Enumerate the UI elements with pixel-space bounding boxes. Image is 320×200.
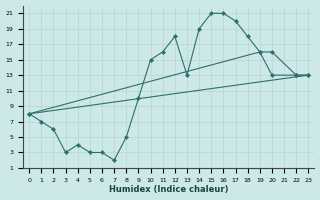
X-axis label: Humidex (Indice chaleur): Humidex (Indice chaleur)	[109, 185, 228, 194]
